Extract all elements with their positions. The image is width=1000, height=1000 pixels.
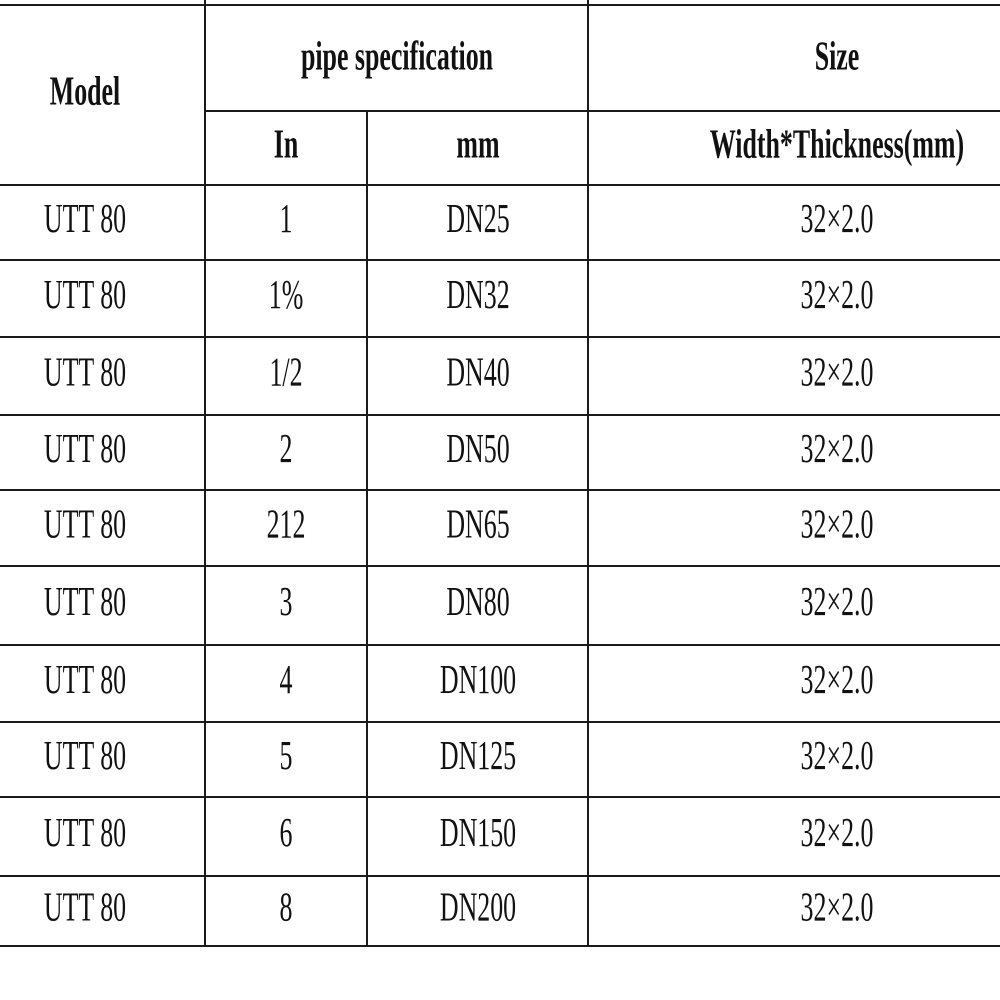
table-cell: UTT 80 — [44, 272, 126, 318]
table-cell: 32×2.0 — [801, 272, 874, 318]
header-cell: pipe specification — [301, 34, 493, 80]
header-cell: Width*Thickness(mm) — [710, 122, 964, 168]
table-cell: DN65 — [446, 502, 509, 548]
table-cell: DN150 — [440, 810, 516, 856]
table-cell: DN125 — [440, 733, 516, 779]
table-cell: DN32 — [446, 272, 509, 318]
table-cell: 1/2 — [269, 350, 302, 396]
table-cell: 32×2.0 — [801, 810, 874, 856]
table-cell: 32×2.0 — [801, 885, 874, 931]
table-cell: 32×2.0 — [801, 657, 874, 703]
table-cell: DN200 — [440, 885, 516, 931]
table-cell: DN100 — [440, 657, 516, 703]
table-cell: UTT 80 — [44, 502, 126, 548]
table-cell: 32×2.0 — [801, 350, 874, 396]
table-cell: 1% — [269, 272, 304, 318]
table-cell: 1 — [280, 196, 293, 242]
table-cell: UTT 80 — [44, 657, 126, 703]
table-cell: 32×2.0 — [801, 426, 874, 472]
table-cell: DN80 — [446, 579, 509, 625]
table-cell: DN50 — [446, 426, 509, 472]
table-cell: 32×2.0 — [801, 196, 874, 242]
header-cell: Model — [50, 69, 121, 115]
header-cell: In — [274, 122, 298, 168]
table-cell: UTT 80 — [44, 426, 126, 472]
header-cell: mm — [456, 122, 499, 168]
table-cell: 32×2.0 — [801, 579, 874, 625]
table-cell: 8 — [280, 885, 293, 931]
table-cell: 3 — [280, 579, 293, 625]
table-cell: UTT 80 — [44, 810, 126, 856]
table-cell: 2 — [280, 426, 293, 472]
table-cell: 32×2.0 — [801, 733, 874, 779]
table-cell: 5 — [280, 733, 293, 779]
table-cell: UTT 80 — [44, 579, 126, 625]
table-cell: 4 — [280, 657, 293, 703]
table-cell: UTT 80 — [44, 885, 126, 931]
table-cell: 32×2.0 — [801, 502, 874, 548]
header-cell: Size — [815, 34, 860, 80]
table-cell: DN40 — [446, 350, 509, 396]
table-cell: DN25 — [446, 196, 509, 242]
table-cell: UTT 80 — [44, 196, 126, 242]
table-cell: 6 — [280, 810, 293, 856]
table-cell: UTT 80 — [44, 733, 126, 779]
table-cell: UTT 80 — [44, 350, 126, 396]
table-cell: 212 — [267, 502, 306, 548]
